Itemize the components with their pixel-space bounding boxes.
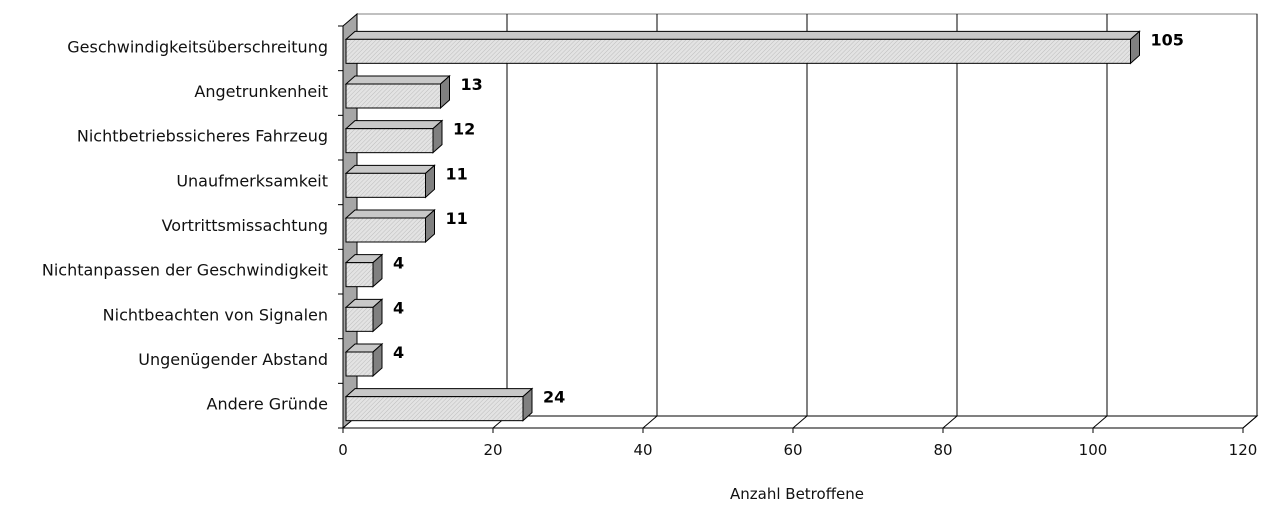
data-label: 4 (393, 298, 404, 317)
x-tick-label: 100 (1079, 441, 1108, 459)
data-label: 4 (393, 343, 404, 362)
bar-top (344, 75, 451, 85)
floor-gridline (792, 415, 808, 429)
data-label: 105 (1151, 30, 1184, 49)
category-label: Geschwindigkeitsüberschreitung (67, 37, 328, 56)
data-label: 13 (461, 75, 483, 94)
bar (345, 38, 1131, 64)
bar (345, 217, 426, 243)
category-label: Vortrittsmissachtung (162, 216, 328, 235)
data-label: 11 (446, 209, 468, 228)
bars (344, 30, 1141, 422)
x-tick-label: 40 (633, 441, 652, 459)
category-label: Ungenügender Abstand (138, 350, 328, 369)
x-tick-label: 80 (933, 441, 952, 459)
bar (345, 396, 524, 422)
category-label: Unaufmerksamkeit (176, 171, 328, 190)
x-tick-label: 0 (338, 441, 348, 459)
floor-gridline (642, 415, 658, 429)
category-label: Nichtbetriebssicheres Fahrzeug (77, 127, 328, 146)
floor-gridline (942, 415, 958, 429)
category-label: Andere Gründe (207, 395, 329, 414)
bar (345, 172, 426, 198)
bar-top (344, 209, 436, 219)
bar (345, 83, 441, 109)
category-label: Nichtbeachten von Signalen (103, 305, 328, 324)
bar (345, 306, 374, 332)
bar (345, 128, 434, 154)
bar-top (344, 30, 1141, 40)
bar-top (344, 120, 444, 130)
gridlines (492, 14, 1258, 429)
x-tick-label: 20 (483, 441, 502, 459)
axes (338, 25, 1244, 433)
floor-gridline (1242, 415, 1258, 429)
x-tick-label: 120 (1229, 441, 1258, 459)
labels: 0 20 40 60 80 100 120 Geschwindigkeitsüberschre… (42, 30, 1257, 459)
bar-top (344, 388, 534, 398)
x-tick-label: 60 (783, 441, 802, 459)
data-label: 4 (393, 254, 404, 273)
bar-top (344, 164, 436, 174)
data-label: 12 (453, 120, 475, 139)
x-axis-title: Anzahl Betroffene (730, 485, 864, 503)
category-label: Angetrunkenheit (194, 82, 328, 101)
bar (345, 351, 374, 377)
data-label: 11 (446, 164, 468, 183)
category-label: Nichtanpassen der Geschwindigkeit (42, 261, 328, 280)
bar (345, 262, 374, 288)
data-label: 24 (543, 388, 565, 407)
floor-gridline (1092, 415, 1108, 429)
